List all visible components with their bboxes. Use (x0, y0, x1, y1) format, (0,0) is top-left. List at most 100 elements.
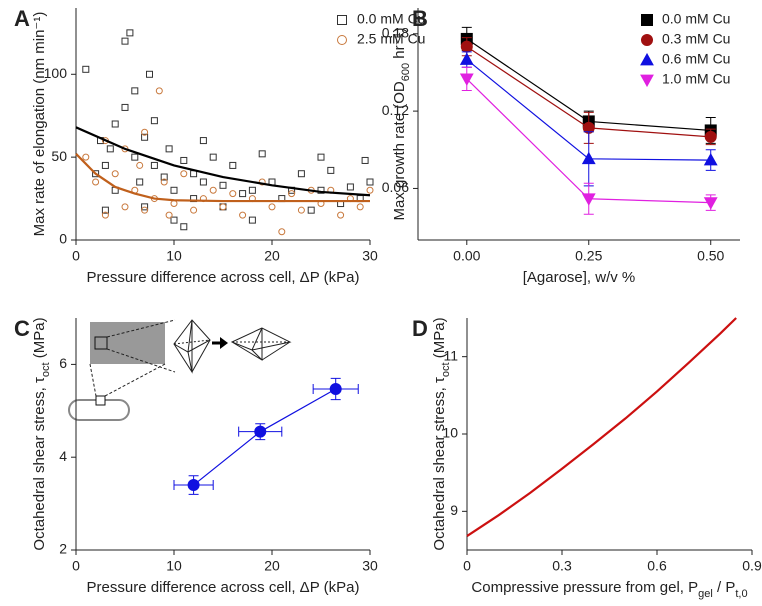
x-tick-label: 0.50 (697, 248, 724, 264)
series-line (193, 388, 336, 486)
inset-diagram (68, 319, 292, 421)
axis-label: Compressive pressure from gel, Pgel / Pt… (471, 579, 747, 600)
y-tick-label: 50 (51, 148, 67, 164)
marker (229, 161, 237, 169)
marker (170, 200, 178, 208)
axis-label-part: (MPa) (431, 317, 448, 362)
axis-label-part: / P (713, 579, 736, 596)
marker (307, 206, 315, 214)
legend-marker (337, 15, 347, 25)
marker (190, 206, 198, 214)
panel-label: B (412, 6, 428, 31)
axis-label-part: Compressive pressure from gel, P (471, 579, 698, 596)
marker (209, 153, 217, 161)
octahedron (173, 319, 211, 374)
axis-label: Max growth rate (OD600 hr⁻¹) (391, 28, 412, 221)
marker (219, 203, 227, 211)
legend-marker (641, 34, 653, 46)
legend-label: 0.0 mM Cu (662, 11, 730, 27)
y-tick-label: 100 (44, 65, 68, 81)
y-tick-label: 0.12 (382, 102, 409, 118)
axis-label-part: Pressure difference across cell, ΔP (kPa… (87, 269, 360, 286)
axis-label-part: Octahedral shear stress, τ (431, 377, 448, 551)
marker (82, 153, 90, 161)
axis-label: [Agarose], w/v % (523, 269, 636, 286)
zoom-line (104, 363, 166, 397)
axis-label-subscript: gel (698, 588, 713, 600)
marker (126, 29, 134, 37)
marker (136, 178, 144, 186)
axis-label: Octahedral shear stress, τoct (MPa) (431, 317, 452, 550)
panel-label: D (412, 316, 428, 341)
y-tick-label: 0.18 (382, 24, 409, 40)
marker (180, 223, 188, 231)
marker (581, 193, 596, 206)
marker (254, 425, 267, 438)
marker (121, 103, 129, 111)
arrowhead (220, 337, 228, 349)
marker (199, 137, 207, 145)
marker (229, 190, 237, 198)
marker (268, 203, 276, 211)
x-tick-label: 20 (264, 558, 280, 574)
marker (258, 150, 266, 158)
zoom-line (106, 348, 176, 373)
axis-label-part: Octahedral shear stress, τ (31, 377, 48, 551)
legend-label: 0.3 mM Cu (662, 31, 730, 47)
axis-label-part: Max growth rate (OD (391, 81, 408, 220)
marker (141, 206, 149, 214)
marker (459, 73, 474, 86)
marker (165, 145, 173, 153)
y-tick-label: 2 (59, 541, 67, 557)
x-tick-label: 10 (166, 248, 182, 264)
marker (141, 128, 149, 136)
x-tick-label: 30 (362, 248, 378, 264)
x-tick-label: 0.9 (742, 558, 762, 574)
marker (170, 186, 178, 194)
legend-marker (640, 52, 654, 66)
axis-label-subscript: 600 (400, 63, 412, 81)
marker (82, 65, 90, 73)
legend-label: 0.0 mM Cu (357, 11, 425, 27)
panel-label: C (14, 316, 30, 341)
marker (155, 87, 163, 95)
axis-label-subscript: t,0 (735, 588, 747, 600)
gel-block (90, 322, 165, 364)
element (94, 336, 108, 350)
x-tick-label: 0 (72, 248, 80, 264)
marker (136, 161, 144, 169)
marker (327, 166, 335, 174)
marker (111, 170, 119, 178)
zoom-line (89, 363, 97, 397)
marker (141, 203, 149, 211)
marker (460, 40, 473, 53)
marker (239, 190, 247, 198)
y-tick-label: 0 (59, 231, 67, 247)
axis-label: Octahedral shear stress, τoct (MPa) (31, 317, 52, 550)
marker (317, 186, 325, 194)
marker (101, 211, 109, 219)
axis-label: Pressure difference across cell, ΔP (kPa… (87, 269, 360, 286)
x-tick-label: 0.6 (647, 558, 667, 574)
legend-marker (337, 35, 347, 45)
axis-label-part: hr⁻¹) (391, 28, 408, 63)
marker (366, 178, 374, 186)
zoom-line (106, 319, 176, 338)
marker (92, 178, 100, 186)
marker (278, 228, 286, 236)
marker (131, 87, 139, 95)
marker (366, 186, 374, 194)
legend-marker (640, 74, 654, 88)
series-line (75, 126, 371, 197)
marker (160, 178, 168, 186)
marker (288, 190, 296, 198)
marker (329, 382, 342, 395)
axis-label-part: Max rate of elongation (nm min⁻¹) (31, 12, 48, 237)
x-tick-label: 0 (463, 558, 471, 574)
marker (248, 216, 256, 224)
marker (581, 151, 596, 165)
x-tick-label: 20 (264, 248, 280, 264)
series-line (466, 317, 737, 537)
axis-label: Max rate of elongation (nm min⁻¹) (31, 12, 48, 237)
